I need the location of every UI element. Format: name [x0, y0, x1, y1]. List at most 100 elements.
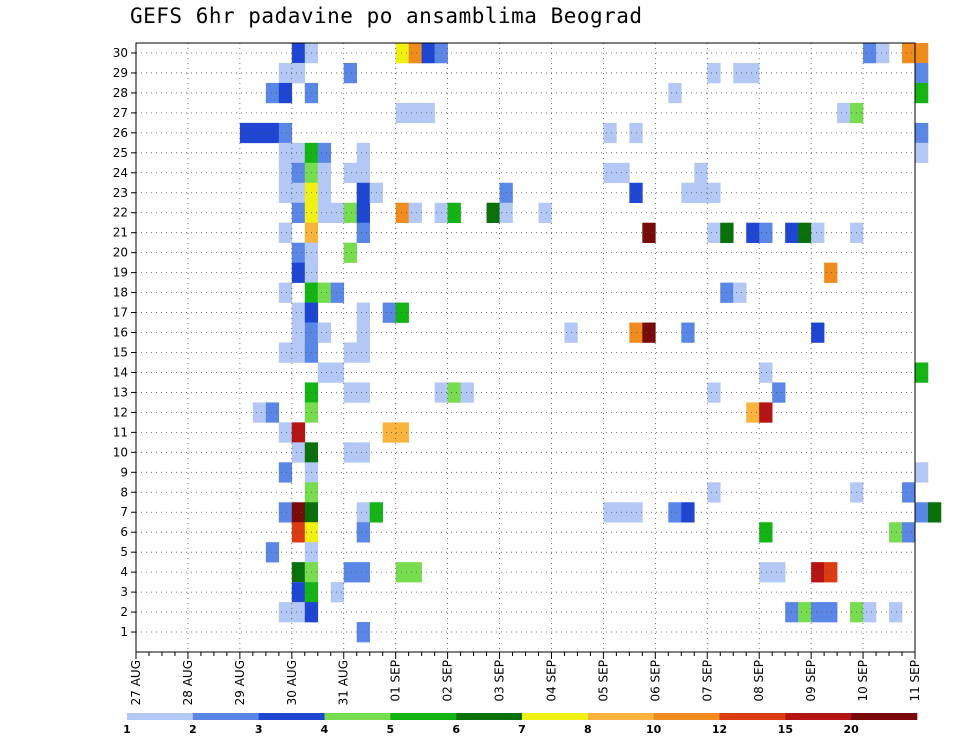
- y-axis: 1234567891011121314151617181920212223242…: [113, 46, 136, 639]
- heatmap-cell: [824, 562, 838, 583]
- y-tick-label: 18: [113, 286, 128, 300]
- heatmap-cell: [707, 182, 721, 204]
- heatmap-cell: [343, 162, 358, 184]
- colorbar-swatch: [324, 713, 391, 720]
- colorbar-swatch: [785, 713, 852, 720]
- heatmap-cell: [694, 162, 708, 184]
- heatmap-cell: [733, 62, 747, 84]
- x-tick-label: 05 SEP: [596, 660, 610, 702]
- heatmap-cell: [798, 602, 812, 623]
- heatmap-cell: [395, 562, 409, 583]
- colorbar-swatch: [258, 713, 325, 720]
- heatmap-cell: [291, 182, 306, 204]
- heatmap-cell: [278, 462, 293, 483]
- heatmap-cell: [915, 502, 929, 523]
- y-tick-label: 11: [113, 425, 128, 439]
- heatmap-cell: [603, 122, 617, 144]
- x-tick-label: 07 SEP: [700, 660, 714, 702]
- heatmap-cell: [837, 102, 851, 124]
- heatmap-cell: [278, 602, 293, 623]
- heatmap-cell: [824, 262, 838, 283]
- heatmap-cell: [291, 62, 306, 84]
- heatmap-cell: [408, 202, 422, 224]
- heatmap-cell: [278, 422, 293, 443]
- heatmap-cell: [772, 382, 786, 403]
- y-tick-label: 5: [120, 545, 128, 559]
- heatmap-cell: [447, 202, 461, 224]
- heatmap-cell: [902, 43, 916, 64]
- y-tick-label: 27: [113, 106, 128, 120]
- y-tick-label: 26: [113, 126, 128, 140]
- colorbar-label: 2: [189, 723, 197, 736]
- y-tick-label: 19: [113, 266, 128, 280]
- heatmap-cell: [863, 43, 877, 64]
- heatmap-cell: [356, 382, 370, 403]
- heatmap-cell: [447, 382, 461, 403]
- colorbar-label: 4: [321, 723, 329, 736]
- y-tick-label: 22: [113, 206, 128, 220]
- x-tick-label: 06 SEP: [648, 660, 662, 702]
- y-tick-label: 24: [113, 166, 128, 180]
- heatmap-cell: [681, 182, 695, 204]
- colorbar-label: 10: [646, 723, 662, 736]
- colorbar-swatch: [719, 713, 786, 720]
- colorbar-swatch: [127, 713, 194, 720]
- heatmap-cell: [759, 222, 773, 243]
- x-tick-label: 11 SEP: [908, 660, 922, 702]
- heatmap-cell: [343, 342, 358, 363]
- colorbar-swatch: [522, 713, 589, 720]
- x-tick-label: 04 SEP: [544, 660, 558, 702]
- x-tick-label: 28 AUG: [181, 660, 195, 705]
- x-tick-label: 02 SEP: [441, 660, 455, 702]
- heatmap-cell: [915, 362, 929, 383]
- colorbar-label: 1: [123, 723, 131, 736]
- heatmap-cell: [291, 242, 306, 263]
- heatmap-cell: [915, 462, 929, 483]
- heatmap-cell: [772, 562, 786, 583]
- heatmap-cell: [408, 43, 422, 64]
- colorbar-swatch: [390, 713, 457, 720]
- y-tick-label: 23: [113, 186, 128, 200]
- y-tick-label: 15: [113, 345, 128, 359]
- heatmap-cell: [681, 322, 695, 343]
- heatmap-cell: [356, 442, 370, 463]
- heatmap-cell: [343, 242, 358, 263]
- heatmap-cell: [915, 122, 929, 144]
- x-axis: 27 AUG 28 AUG 29 AUG 30 AUG 31 AUG 01 SEP 02 S…: [129, 652, 922, 705]
- heatmap-cell: [356, 142, 370, 164]
- heatmap-cell: [486, 202, 500, 224]
- heatmap-cell: [343, 382, 358, 403]
- heatmap-cell: [330, 362, 345, 383]
- heatmap-cell: [252, 122, 267, 144]
- y-tick-label: 9: [120, 465, 128, 479]
- heatmap-cell: [356, 502, 370, 523]
- y-tick-label: 12: [113, 405, 128, 419]
- heatmap-cell: [356, 302, 370, 323]
- y-tick-label: 25: [113, 146, 128, 160]
- heatmap-cell: [278, 342, 293, 363]
- x-tick-label: 30 AUG: [285, 660, 299, 705]
- heatmap-cell: [759, 402, 773, 423]
- heatmap-cell: [642, 222, 656, 243]
- heatmap-cell: [616, 162, 630, 184]
- heatmap-cell: [746, 402, 760, 423]
- heatmap-cell: [278, 82, 293, 104]
- heatmap-cell: [889, 522, 903, 543]
- y-tick-label: 21: [113, 226, 128, 240]
- heatmap-cell: [759, 522, 773, 543]
- heatmap-cell: [278, 122, 293, 144]
- heatmap-cell: [408, 562, 422, 583]
- heatmap-cell: [291, 502, 306, 523]
- y-tick-label: 10: [113, 445, 128, 459]
- colorbar-label: 20: [844, 723, 860, 736]
- heatmap-cell: [291, 602, 306, 623]
- heatmap-cell: [317, 322, 332, 343]
- y-tick-label: 20: [113, 246, 128, 260]
- heatmap-cell: [356, 562, 370, 583]
- heatmap-cell: [291, 342, 306, 363]
- colorbar-swatch: [192, 713, 259, 720]
- y-tick-label: 16: [113, 326, 128, 340]
- heatmap-cell: [343, 202, 358, 224]
- heatmap-cell: [421, 43, 435, 64]
